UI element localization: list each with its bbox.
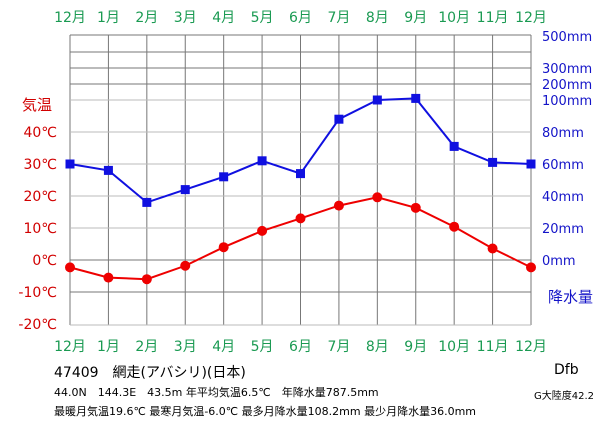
month-label-bottom: 4月	[212, 339, 235, 355]
month-label-bottom: 2月	[135, 339, 158, 355]
month-label-bottom: 8月	[366, 339, 389, 355]
temperature-point	[103, 272, 114, 283]
precipitation-point	[372, 95, 382, 105]
temperature-tick-labels: 40℃ 30℃ 20℃ 10℃ 0℃ -10℃ -20℃	[18, 125, 57, 333]
month-label-top: 3月	[174, 10, 197, 26]
month-label-top: 1月	[97, 10, 120, 26]
temperature-tick: 0℃	[32, 253, 57, 269]
month-label-bottom: 9月	[404, 339, 427, 355]
temperature-point	[410, 202, 421, 213]
temperature-point	[295, 213, 306, 224]
month-label-top: 12月	[54, 10, 86, 26]
month-label-top: 4月	[212, 10, 235, 26]
temperature-point	[487, 243, 498, 254]
station-summary: 44.0N 144.3E 43.5m 年平均気温6.5℃ 年降水量787.5mm	[54, 386, 379, 399]
month-label-bottom: 5月	[251, 339, 274, 355]
month-label-top: 7月	[327, 10, 350, 26]
temperature-tick: 40℃	[23, 125, 57, 141]
precipitation-point	[257, 156, 267, 166]
temperature-point	[218, 242, 229, 253]
precipitation-point	[219, 172, 229, 182]
month-label-bottom: 3月	[174, 339, 197, 355]
month-label-top: 6月	[289, 10, 312, 26]
temperature-point	[180, 260, 191, 271]
precipitation-point	[334, 114, 344, 124]
precipitation-tick: 20mm	[542, 222, 584, 237]
series-layer	[65, 93, 536, 285]
month-label-top: 5月	[251, 10, 274, 26]
temperature-tick: -20℃	[18, 317, 57, 333]
extremes-summary: 最暖月気温19.6℃ 最寒月気温-6.0℃ 最多月降水量108.2mm 最少月降…	[54, 405, 476, 418]
month-label-top: 2月	[135, 10, 158, 26]
precipitation-tick: 80mm	[542, 126, 584, 141]
month-label-top: 10月	[438, 10, 470, 26]
precipitation-tick: 40mm	[542, 190, 584, 205]
precipitation-tick: 200mm	[542, 78, 592, 93]
precipitation-point	[411, 93, 421, 103]
precipitation-point	[180, 185, 190, 195]
climate-class: Dfb	[554, 362, 579, 378]
month-label-top: 8月	[366, 10, 389, 26]
precipitation-point	[65, 159, 75, 169]
temperature-point	[526, 262, 536, 273]
precipitation-tick: 100mm	[542, 94, 592, 109]
station-name: 47409 網走(アバシリ)(日本)	[54, 365, 246, 381]
precipitation-tick: 300mm	[542, 62, 592, 77]
precipitation-point	[488, 157, 498, 167]
temperature-tick: 10℃	[23, 221, 57, 237]
precipitation-point	[296, 169, 305, 179]
precipitation-tick: 0mm	[542, 254, 576, 269]
temperature-point	[65, 262, 75, 273]
month-labels-top: 12月 1月 2月 3月 4月 5月 6月 7月 8月 9月 10月 11月 12月	[54, 10, 547, 26]
temperature-tick: 30℃	[23, 157, 57, 173]
precipitation-point	[142, 197, 152, 207]
month-label-bottom: 1月	[97, 339, 120, 355]
continentality: G大陸度42.2	[534, 391, 595, 402]
precipitation-axis-title: 降水量	[548, 288, 593, 306]
precipitation-point	[103, 165, 113, 175]
precipitation-point	[526, 159, 536, 169]
month-label-bottom: 10月	[438, 339, 470, 355]
month-label-top: 12月	[515, 10, 547, 26]
temperature-tick: 20℃	[23, 189, 57, 205]
precipitation-tick: 60mm	[542, 158, 584, 173]
temperature-point	[141, 274, 152, 285]
month-label-top: 11月	[477, 10, 509, 26]
temperature-tick: -10℃	[18, 285, 57, 301]
temperature-point	[257, 225, 268, 236]
temperature-point	[449, 221, 460, 232]
temperature-axis-title: 気温	[22, 96, 52, 114]
grid-lines	[69, 34, 532, 326]
month-label-bottom: 11月	[477, 339, 509, 355]
month-label-bottom: 12月	[54, 339, 86, 355]
month-label-bottom: 12月	[515, 339, 547, 355]
temperature-point	[333, 200, 344, 211]
month-label-bottom: 6月	[289, 339, 312, 355]
month-label-top: 9月	[404, 10, 427, 26]
precipitation-tick: 500mm	[542, 30, 592, 45]
temperature-point	[372, 192, 383, 203]
month-label-bottom: 7月	[327, 339, 350, 355]
precipitation-point	[449, 141, 459, 151]
month-labels-bottom: 12月 1月 2月 3月 4月 5月 6月 7月 8月 9月 10月 11月 12月	[54, 339, 547, 355]
